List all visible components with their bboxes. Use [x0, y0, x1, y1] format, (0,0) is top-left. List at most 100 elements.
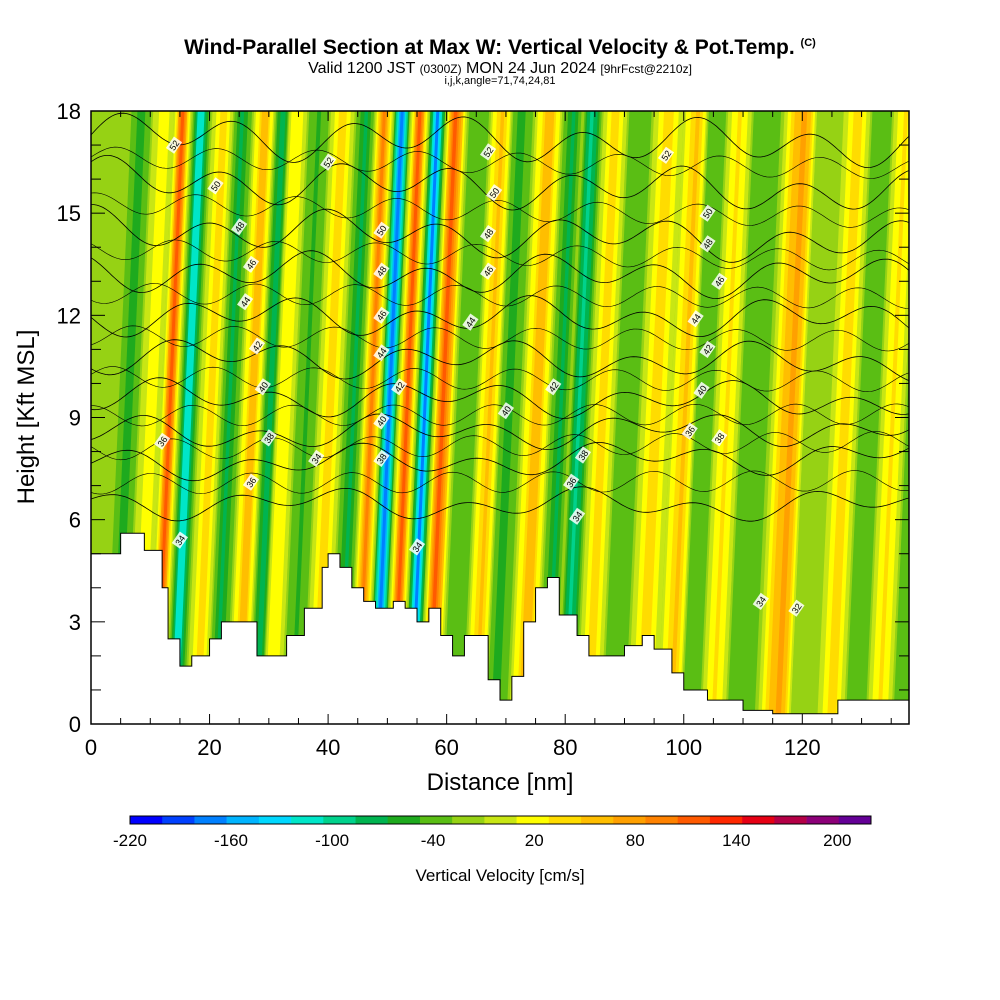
contour-label: 50: [485, 184, 503, 202]
contour-label-text: 42: [701, 343, 715, 357]
colorbar-tick-label: 140: [722, 831, 750, 850]
contour-label-text: 34: [310, 452, 324, 466]
colorbar-swatch: [130, 816, 163, 824]
colorbar-swatch: [162, 816, 195, 824]
contour-label-text: 34: [754, 595, 768, 609]
contour-label-text: 50: [375, 224, 389, 238]
y-tick-label: 3: [69, 610, 81, 635]
contour-label-text: 44: [464, 315, 478, 329]
velocity-band: [290, 111, 322, 724]
contour-label-text: 40: [375, 414, 389, 428]
colorbar-swatch: [774, 816, 807, 824]
velocity-band: [474, 111, 505, 724]
contour-label-text: 48: [701, 237, 715, 251]
contour-label-text: 36: [156, 435, 170, 449]
x-axis-label: Distance [nm]: [427, 769, 574, 796]
contour-label-text: 44: [375, 346, 389, 360]
contour-label: 34: [308, 449, 325, 468]
contour-label: 40: [693, 381, 710, 399]
contour-label-text: 44: [689, 312, 703, 326]
velocity-band: [853, 111, 885, 724]
contour-label: 34: [408, 538, 426, 556]
velocity-band: [237, 111, 268, 724]
y-axis-label: Height [Kft MSL]: [13, 330, 40, 505]
contour-label-text: 38: [375, 452, 389, 466]
contour-label-text: 50: [488, 186, 502, 200]
isentrope-34: [91, 486, 909, 522]
colorbar-swatch: [484, 816, 517, 824]
contour-label-text: 38: [713, 431, 727, 445]
contour-label-text: 46: [713, 275, 727, 289]
contour-label-text: 50: [701, 207, 715, 221]
contour-label: 36: [562, 473, 580, 491]
contour-label: 42: [699, 340, 716, 359]
contour-label: 38: [574, 446, 592, 464]
isentrope-intermediate: [91, 403, 909, 427]
contour-label: 52: [319, 153, 337, 171]
contour-label: 44: [687, 310, 704, 328]
contour-label: 40: [497, 402, 515, 420]
velocity-band: [427, 111, 458, 724]
contour-label-text: 40: [499, 404, 513, 418]
contour-label: 50: [207, 177, 224, 195]
terrain-mask: [90, 532, 910, 725]
contour-label-text: 46: [482, 264, 496, 278]
isentrope-38: [91, 413, 909, 451]
contour-label: 48: [479, 224, 497, 243]
contour-label-text: 42: [547, 380, 561, 394]
contour-label-text: 42: [393, 380, 407, 394]
x-tick-label: 120: [784, 735, 821, 760]
colorbar-swatch: [291, 816, 324, 824]
velocity-band: [610, 111, 642, 724]
contour-label: 42: [248, 337, 266, 355]
isentrope-intermediate: [91, 366, 909, 393]
contour-label: 36: [242, 473, 260, 491]
x-tick-label: 40: [316, 735, 340, 760]
forecast-tag: [9hrFcst@2210z]: [600, 62, 692, 76]
contour-label-text: 48: [233, 220, 247, 234]
contour-labels: 52 52 52 52 50 50 50 50 48 48 48 48 46 46 46 46 44 44 44 44…: [153, 136, 805, 617]
isentrope-intermediate: [91, 239, 909, 271]
colorbar-tick-label: 20: [525, 831, 544, 850]
velocity-band: [450, 111, 482, 724]
contour-label: 52: [165, 136, 183, 154]
contour-label-text: 34: [571, 510, 585, 524]
velocity-band: [255, 111, 285, 724]
contour-label-text: 40: [695, 384, 709, 398]
velocity-band: [669, 111, 701, 724]
contour-label-text: 38: [262, 431, 276, 445]
y-tick-label: 15: [57, 201, 81, 226]
contour-label: 34: [568, 507, 586, 525]
colorbar-swatch: [677, 816, 711, 824]
colorbar-swatch: [709, 816, 743, 824]
velocity-band: [545, 111, 576, 724]
contour-label-text: 46: [375, 309, 389, 323]
isentrope-46: [91, 250, 909, 300]
velocity-band: [213, 111, 245, 724]
x-tick-label: 80: [553, 735, 577, 760]
colorbar-tick-label: -160: [214, 831, 248, 850]
contour-label: 36: [153, 432, 171, 450]
velocity-band: [829, 111, 861, 724]
contour-label: 42: [391, 378, 408, 396]
contour-label: 44: [462, 313, 479, 331]
contour-label-text: 36: [565, 476, 579, 490]
x-tick-label: 0: [85, 735, 97, 760]
chart-title: Wind-Parallel Section at Max W: Vertical…: [184, 36, 816, 59]
valid-date: MON 24 Jun 2024: [466, 60, 596, 77]
contour-label: 46: [479, 262, 497, 280]
colorbar-swatch: [452, 816, 485, 824]
copyright-mark: (C): [800, 37, 816, 49]
section-indices: i,j,k,angle=71,74,24,81: [444, 75, 556, 87]
x-axis: 0 20 40 60 80 100 120: [85, 111, 892, 760]
contour-label-text: 48: [375, 264, 389, 278]
contour-label: 38: [260, 429, 277, 447]
y-tick-label: 9: [69, 406, 81, 431]
contour-label: 40: [373, 412, 390, 430]
contour-label-text: 44: [239, 295, 253, 309]
contour-label-text: 40: [256, 380, 270, 394]
colorbar-swatch: [419, 816, 453, 824]
colorbar-swatch: [258, 816, 292, 824]
contour-label: 34: [752, 592, 769, 611]
